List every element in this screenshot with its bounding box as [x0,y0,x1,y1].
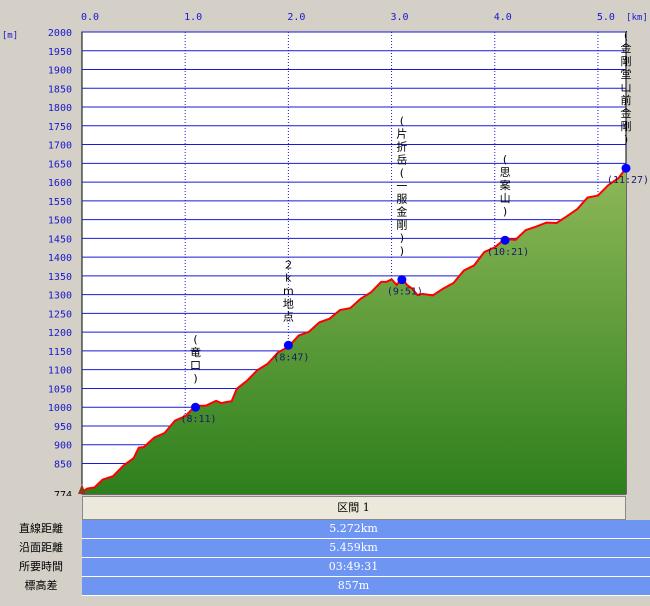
waypoint-marker [397,275,407,285]
waypoint-name: (金剛堂山前金剛) [621,29,632,146]
summary-row-pad [625,557,650,577]
y-tick-label: 1400 [48,253,72,264]
summary-row-pad [625,519,650,539]
waypoint-time: (8:11) [180,414,216,425]
y-tick-label: 1300 [48,291,72,302]
waypoint-marker [621,163,631,173]
waypoint-time: (11:27) [607,175,649,186]
summary-table: 区間 1 直線距離 5.272km 沿面距離 5.459km 所要時間 03:4… [0,496,650,596]
waypoint-time: (10:21) [487,247,529,258]
y-tick-label: 1250 [48,309,72,320]
summary-row: 所要時間 03:49:31 [0,557,650,577]
summary-row-value: 5.272km [82,519,625,539]
summary-row-value: 5.459km [82,538,625,558]
y-tick-label: 1100 [48,366,72,377]
y-tick-label: 1450 [48,234,72,245]
summary-header-pad [625,497,650,520]
summary-row-label: 標高差 [24,579,58,592]
x-tick-label: 1.0 [184,12,202,23]
waypoint-name: ２ k m 地点 [283,258,294,323]
summary-row: 直線距離 5.272km [0,519,650,539]
y-axis-ticks: 2000 1950 1900 1850 1800 1750 1700 1650 1600 1550… [2,28,72,496]
y-tick-label: 1600 [48,178,72,189]
y-tick-label: 1550 [48,197,72,208]
y-tick-label: 1000 [48,403,72,414]
y-tick-label: 1950 [48,47,72,58]
summary-row: 標高差 857m [0,576,650,596]
y-tick-label: 950 [54,422,72,433]
summary-header-spacer [0,497,82,520]
summary-row: 沿面距離 5.459km [0,538,650,558]
waypoint-name: (竜口) [190,333,201,385]
x-tick-label: 3.0 [391,12,409,23]
y-tick-label: 2000 [48,28,72,39]
waypoint-name: (思案山) [500,153,511,218]
section-label: 区間 1 [81,496,626,520]
y-min-label: 774 [54,490,72,496]
y-axis-unit: [m] [2,31,18,41]
y-tick-label: 900 [54,441,72,452]
elevation-line [81,167,627,493]
summary-row-label: 所要時間 [19,560,63,573]
y-tick-label: 1800 [48,103,72,114]
waypoint-marker [283,340,293,350]
x-axis-ticks: 0.0 1.0 2.0 3.0 4.0 5.0 [km] [81,12,648,23]
waypoint-marker [191,402,201,412]
summary-row-label: 直線距離 [19,522,63,535]
start-marker: (7:38)スタート [78,484,86,494]
y-tick-label: 1850 [48,84,72,95]
waypoint-name: (片折岳(一服金剛)) [396,115,407,258]
summary-row-value: 03:49:31 [82,557,625,577]
waypoint-time: (8:47) [273,352,309,363]
waypoint-time: (9:51) [387,287,423,298]
y-tick-label: 1650 [48,159,72,170]
summary-row-pad [625,538,650,558]
summary-row-label: 沿面距離 [19,541,63,554]
y-tick-label: 1150 [48,347,72,358]
y-tick-label: 1350 [48,272,72,283]
waypoint-marker [500,235,510,245]
elevation-profile-chart: 0.0 1.0 2.0 3.0 4.0 5.0 [km] 2000 1950 1900 1850 1… [2,12,649,496]
x-tick-label: 0.0 [81,12,99,23]
y-tick-label: 1900 [48,66,72,77]
start-flag-icon [78,484,86,494]
x-tick-label: 5.0 [597,12,615,23]
y-tick-label: 1750 [48,122,72,133]
summary-row-pad [625,576,650,596]
y-tick-label: 1200 [48,328,72,339]
y-tick-label: 1500 [48,216,72,227]
x-axis-unit: [km] [626,13,648,23]
waypoints: (8:11) (竜口) (8:47) ２ k m 地点 (9:51) (片折岳(一服金剛)) (1… [180,29,649,425]
summary-header-row: 区間 1 [0,496,650,520]
y-tick-label: 850 [54,459,72,470]
summary-row-value: 857m [82,576,625,596]
x-tick-label: 2.0 [287,12,305,23]
x-tick-label: 4.0 [494,12,512,23]
y-tick-label: 1050 [48,384,72,395]
y-tick-label: 1700 [48,141,72,152]
